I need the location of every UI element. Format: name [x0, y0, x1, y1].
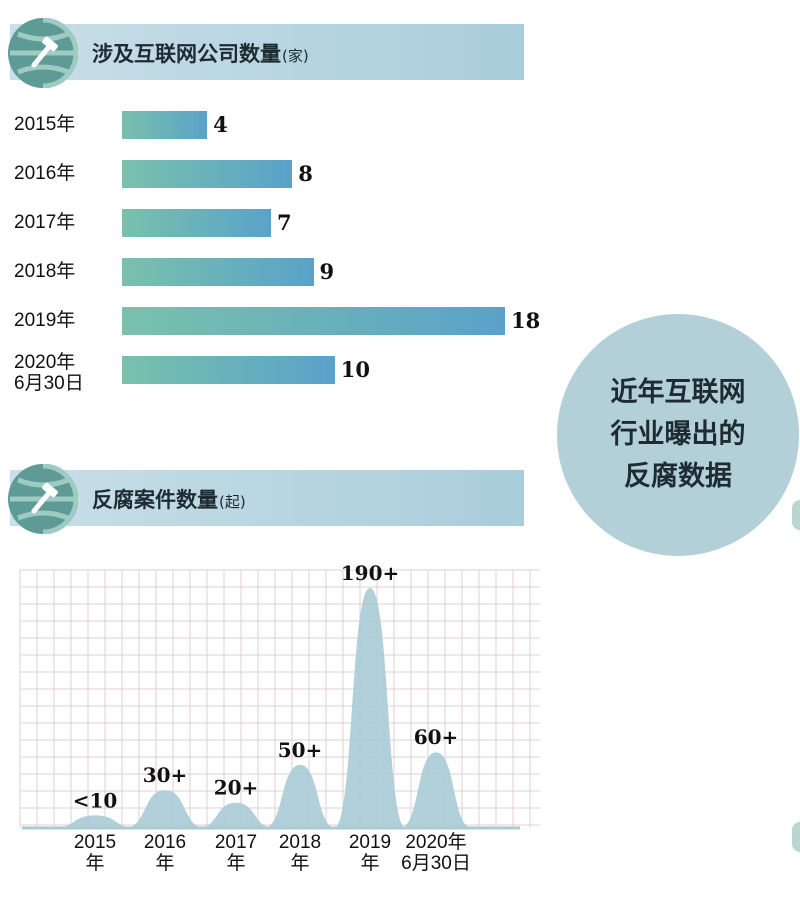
bar: [122, 160, 293, 188]
area-value-label: 190+: [341, 561, 400, 585]
bar: [122, 356, 335, 384]
topic-title-line: 行业曝出的: [610, 419, 746, 450]
cases-area-chart: <10 30+ 20+ 50+ 190+ 60+: [19, 561, 540, 830]
area-peak: [334, 588, 406, 828]
bar: [122, 258, 314, 286]
area-value-label: 30+: [143, 763, 188, 787]
area-peak: [198, 802, 274, 828]
x-axis-label: 2015 年: [73, 832, 117, 874]
globe-hammer-icon: [8, 18, 78, 88]
topic-title-line: 反腐数据: [624, 461, 732, 492]
bar-value-label: 18: [511, 308, 541, 333]
edge-decoration: [792, 822, 800, 852]
cases-header-band: [10, 470, 524, 526]
bar-category-label: 2017年: [14, 212, 76, 233]
bar-value-label: 9: [319, 259, 335, 284]
topic-title-line: 近年互联网: [610, 377, 746, 408]
bar-category-label: 2016年: [14, 163, 76, 184]
bar-value-label: 4: [213, 112, 228, 137]
x-axis-label: 2019 年: [348, 832, 392, 874]
cases-chart-title: 反腐案件数量(起): [92, 488, 246, 512]
topic-title: 近年互联网 行业曝出的 反腐数据: [557, 372, 799, 498]
bar-category-label: 2018年: [14, 261, 76, 282]
companies-chart-title: 涉及互联网公司数量(家): [92, 42, 309, 66]
bar-value-label: 7: [276, 210, 292, 235]
bar-category-label: 2020年 6月30日: [14, 352, 84, 394]
bar: [122, 209, 271, 237]
bar-value-label: 10: [340, 357, 370, 382]
area-value-label: 20+: [214, 776, 259, 800]
area-value-label: <10: [73, 788, 118, 812]
area-value-label: 60+: [414, 725, 459, 749]
area-peak: [400, 752, 472, 828]
area-peak: [125, 790, 205, 828]
companies-header-band: [10, 24, 524, 80]
x-axis-label: 2016 年: [143, 832, 187, 874]
bar-value-label: 8: [298, 161, 313, 186]
topic-circle: [557, 314, 799, 556]
globe-hammer-icon: [8, 464, 78, 534]
bar-category-label: 2015年: [14, 114, 76, 135]
edge-decoration: [792, 500, 800, 530]
area-value-label: 50+: [278, 738, 323, 762]
bar: [122, 307, 505, 335]
x-axis-label: 2017 年: [214, 832, 258, 874]
area-peak: [53, 815, 137, 828]
bar: [122, 111, 208, 139]
x-axis-label: 2020年 6月30日: [401, 832, 471, 874]
x-axis-label: 2018 年: [278, 832, 322, 874]
bar-category-label: 2019年: [14, 310, 76, 331]
area-peak: [264, 764, 336, 828]
